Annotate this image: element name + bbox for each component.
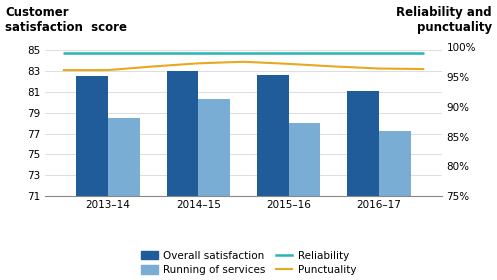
- Bar: [379, 132, 411, 280]
- Bar: [77, 76, 108, 280]
- Bar: [108, 118, 140, 280]
- Bar: [257, 75, 289, 280]
- Bar: [166, 71, 198, 280]
- Bar: [347, 91, 379, 280]
- Text: Reliability and
punctuality: Reliability and punctuality: [397, 6, 492, 34]
- Legend: Overall satisfaction, Running of services, Reliability, Punctuality: Overall satisfaction, Running of service…: [141, 251, 356, 275]
- Text: Customer
satisfaction  score: Customer satisfaction score: [5, 6, 127, 34]
- Bar: [289, 123, 321, 280]
- Bar: [198, 99, 230, 280]
